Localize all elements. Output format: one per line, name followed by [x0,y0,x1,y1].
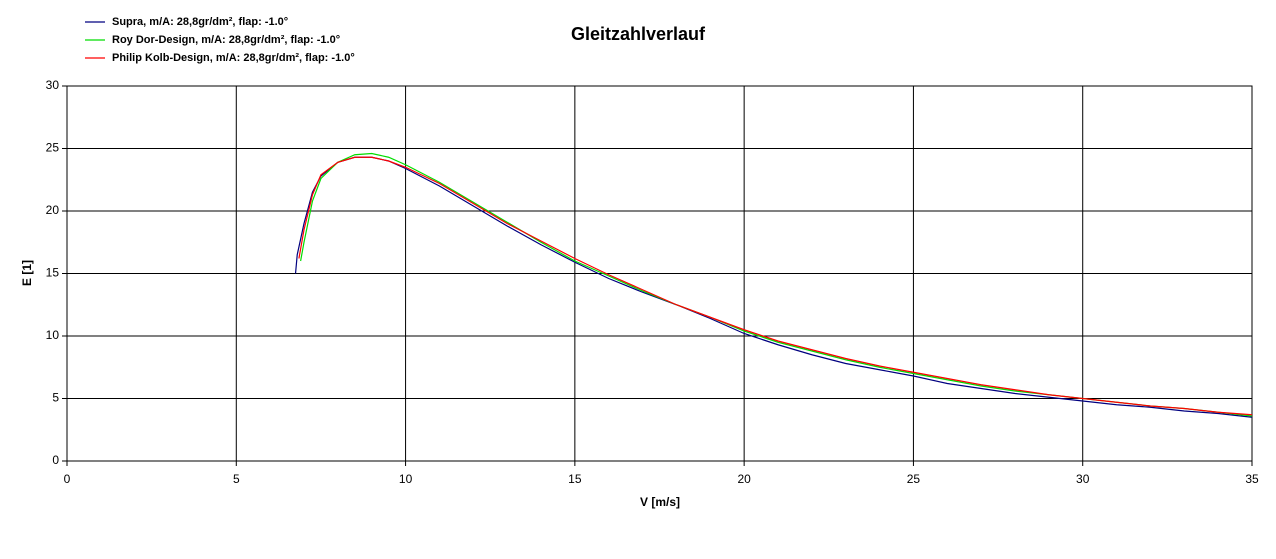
x-tick-label: 15 [568,472,582,486]
legend-label: Roy Dor-Design, m/A: 28,8gr/dm², flap: -… [112,34,340,46]
x-tick-label: 10 [399,472,413,486]
x-tick-label: 5 [233,472,240,486]
x-tick-label: 20 [737,472,751,486]
y-tick-label: 25 [46,141,60,155]
data-line [298,156,1253,416]
x-tick-label: 30 [1076,472,1090,486]
legend-label: Supra, m/A: 28,8gr/dm², flap: -1.0° [112,16,288,28]
y-tick-label: 0 [52,453,59,467]
y-tick-label: 5 [52,391,59,405]
x-tick-label: 25 [907,472,921,486]
x-tick-label: 0 [64,472,71,486]
y-tick-label: 20 [46,203,60,217]
y-tick-label: 30 [46,78,60,92]
y-tick-label: 10 [46,328,60,342]
y-axis-label: E [1] [20,260,34,286]
chart-title: Gleitzahlverlauf [571,24,706,44]
x-axis-label: V [m/s] [640,495,680,509]
x-tick-label: 35 [1245,472,1259,486]
y-tick-label: 15 [46,266,60,280]
legend-label: Philip Kolb-Design, m/A: 28,8gr/dm², fla… [112,52,355,64]
